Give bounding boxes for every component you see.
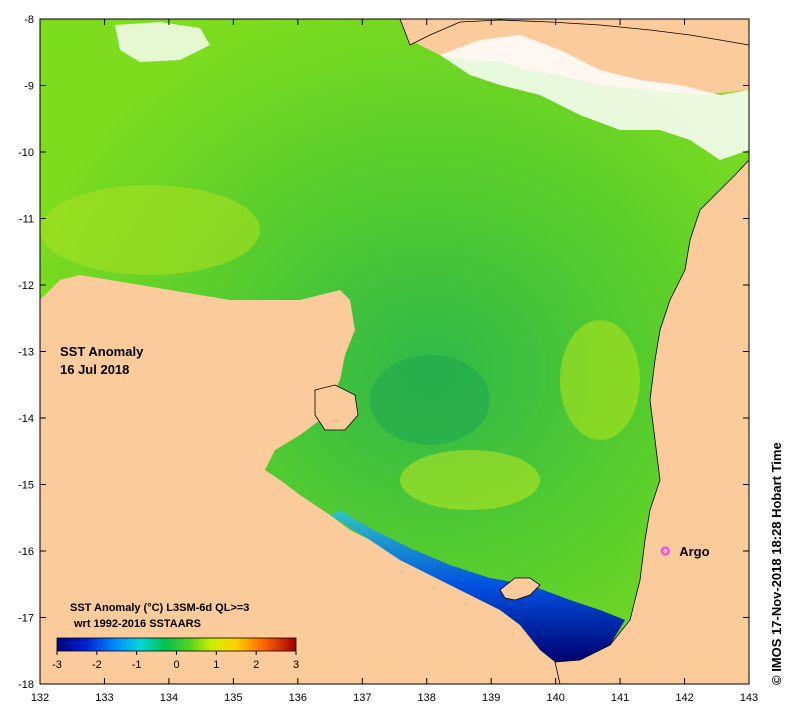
colorbar-tick-label: -1 — [132, 659, 142, 671]
y-tick-label: -15 — [18, 480, 34, 492]
colorbar-tick-label: 0 — [173, 659, 179, 671]
x-tick-label: 138 — [418, 692, 436, 704]
colorbar-tick-label: 1 — [213, 659, 219, 671]
map-date: 16 Jul 2018 — [60, 362, 129, 377]
x-tick-label: 136 — [289, 692, 307, 704]
colorbar-tick-label: 2 — [253, 659, 259, 671]
x-tick-label: 137 — [353, 692, 371, 704]
y-tick-label: -9 — [24, 81, 34, 93]
colorbar — [56, 637, 297, 652]
legend-subtitle: wrt 1992-2016 SSTAARS — [73, 618, 201, 630]
x-tick-label: 143 — [740, 692, 758, 704]
y-tick-label: -16 — [18, 546, 34, 558]
x-tick-label: 135 — [224, 692, 242, 704]
y-tick-label: -12 — [18, 280, 34, 292]
colorbar-tick-label: -3 — [52, 659, 62, 671]
legend-title: SST Anomaly (°C) L3SM-6d QL>=3 — [70, 602, 249, 614]
x-tick-label: 142 — [675, 692, 693, 704]
y-tick-label: -14 — [18, 413, 34, 425]
colorbar-tick-label: 3 — [293, 659, 299, 671]
argo-float-marker[interactable] — [660, 546, 670, 556]
cold-anomaly-band — [330, 510, 625, 662]
cloud-gap — [440, 35, 749, 160]
y-tick-label: -17 — [18, 613, 34, 625]
warm-anomaly-patch — [40, 185, 260, 275]
x-tick-label: 133 — [95, 692, 113, 704]
x-tick-label: 140 — [546, 692, 564, 704]
x-tick-label: 134 — [160, 692, 178, 704]
land-groote — [314, 384, 359, 431]
x-tick-label: 139 — [482, 692, 500, 704]
land-island — [499, 577, 541, 601]
y-tick-label: -10 — [18, 147, 34, 159]
warm-anomaly-patch — [400, 450, 540, 510]
y-axis: -8-9-10-11-12-13-14-15-16-17-18 — [18, 14, 749, 691]
y-tick-label: -18 — [18, 679, 34, 691]
land-new-guinea — [399, 19, 749, 46]
y-tick-label: -8 — [24, 14, 34, 26]
colorbar-ticks: -3 -2 -1 0 1 2 3 — [52, 651, 299, 671]
cloud-gap — [115, 22, 210, 62]
x-tick-label: 141 — [611, 692, 629, 704]
argo-label: Argo — [679, 544, 709, 559]
map-title: SST Anomaly — [60, 344, 144, 359]
colorbar-tick-label: -2 — [92, 659, 102, 671]
land-cape-york — [554, 159, 749, 684]
y-tick-label: -11 — [19, 214, 34, 226]
x-axis: 132 133 134 135 136 137 138 139 140 141 142 143 — [31, 19, 758, 704]
neutral-anomaly-patch — [370, 355, 490, 445]
warm-anomaly-patch — [560, 320, 640, 440]
x-tick-label: 132 — [31, 692, 49, 704]
sea-anomaly-field — [40, 19, 749, 662]
y-tick-label: -13 — [18, 347, 34, 359]
credit-text: © IMOS 17-Nov-2018 18:28 Hobart Time — [769, 442, 784, 685]
